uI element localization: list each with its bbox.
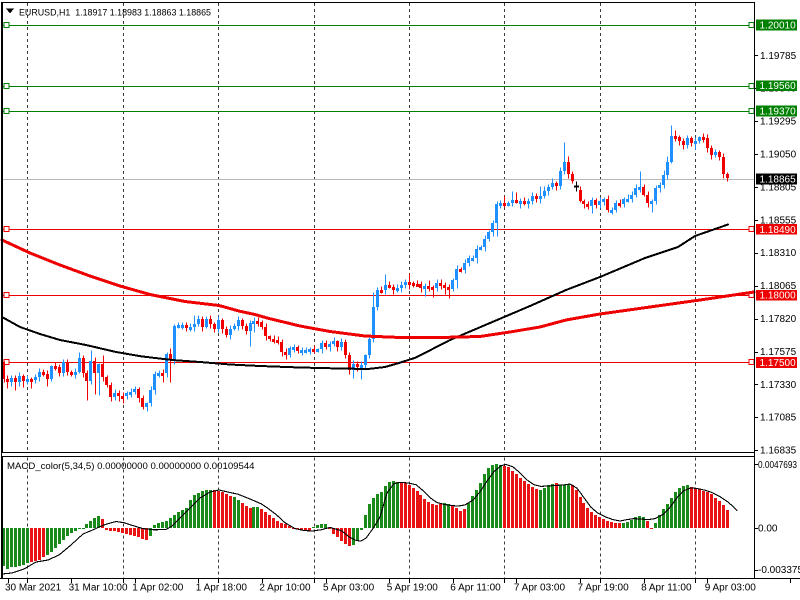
svg-text:1.18310: 1.18310 bbox=[760, 248, 797, 259]
svg-text:1.18490: 1.18490 bbox=[760, 225, 797, 236]
svg-text:-0.0033750: -0.0033750 bbox=[758, 565, 800, 576]
svg-text:1.19785: 1.19785 bbox=[760, 51, 797, 62]
svg-text:1 Apr 18:00: 1 Apr 18:00 bbox=[196, 583, 248, 594]
svg-text:9 Apr 03:00: 9 Apr 03:00 bbox=[705, 583, 757, 594]
svg-text:1 Apr 02:00: 1 Apr 02:00 bbox=[132, 583, 184, 594]
svg-text:EURUSD,H1 1.18917 1.18983 1.1: EURUSD,H1 1.18917 1.18983 1.18863 1.1886… bbox=[19, 8, 211, 18]
svg-text:1.18065: 1.18065 bbox=[760, 281, 797, 292]
svg-text:7 Apr 19:00: 7 Apr 19:00 bbox=[578, 583, 630, 594]
svg-text:1.19295: 1.19295 bbox=[760, 117, 797, 128]
svg-text:6 Apr 11:00: 6 Apr 11:00 bbox=[450, 583, 501, 594]
svg-text:1.18805: 1.18805 bbox=[760, 182, 797, 193]
svg-text:MACD_color(5,34,5) 0.00000000: MACD_color(5,34,5) 0.00000000 0.00000000… bbox=[7, 461, 255, 472]
svg-text:1.17085: 1.17085 bbox=[760, 413, 797, 424]
svg-text:8 Apr 11:00: 8 Apr 11:00 bbox=[641, 583, 692, 594]
svg-text:5 Apr 19:00: 5 Apr 19:00 bbox=[387, 583, 439, 594]
svg-text:1.18865: 1.18865 bbox=[760, 175, 797, 186]
svg-text:30 Mar 2021: 30 Mar 2021 bbox=[5, 583, 62, 594]
svg-text:1.18555: 1.18555 bbox=[760, 215, 797, 226]
svg-text:0.0047693: 0.0047693 bbox=[758, 460, 797, 471]
svg-text:1.20010: 1.20010 bbox=[760, 21, 797, 32]
svg-text:0.00: 0.00 bbox=[758, 523, 778, 534]
svg-text:1.19560: 1.19560 bbox=[760, 81, 797, 92]
svg-text:1.19050: 1.19050 bbox=[760, 150, 797, 161]
svg-text:1.19370: 1.19370 bbox=[760, 107, 797, 118]
svg-text:31 Mar 10:00: 31 Mar 10:00 bbox=[69, 583, 128, 594]
svg-text:1.17330: 1.17330 bbox=[760, 380, 797, 391]
svg-text:1.18000: 1.18000 bbox=[760, 291, 797, 302]
svg-text:7 Apr 03:00: 7 Apr 03:00 bbox=[514, 583, 566, 594]
svg-text:1.17575: 1.17575 bbox=[760, 347, 797, 358]
svg-text:2 Apr 10:00: 2 Apr 10:00 bbox=[259, 583, 311, 594]
svg-text:5 Apr 03:00: 5 Apr 03:00 bbox=[323, 583, 375, 594]
svg-text:1.17820: 1.17820 bbox=[760, 314, 797, 325]
svg-text:1.16835: 1.16835 bbox=[760, 446, 797, 457]
svg-text:1.17500: 1.17500 bbox=[760, 358, 797, 369]
